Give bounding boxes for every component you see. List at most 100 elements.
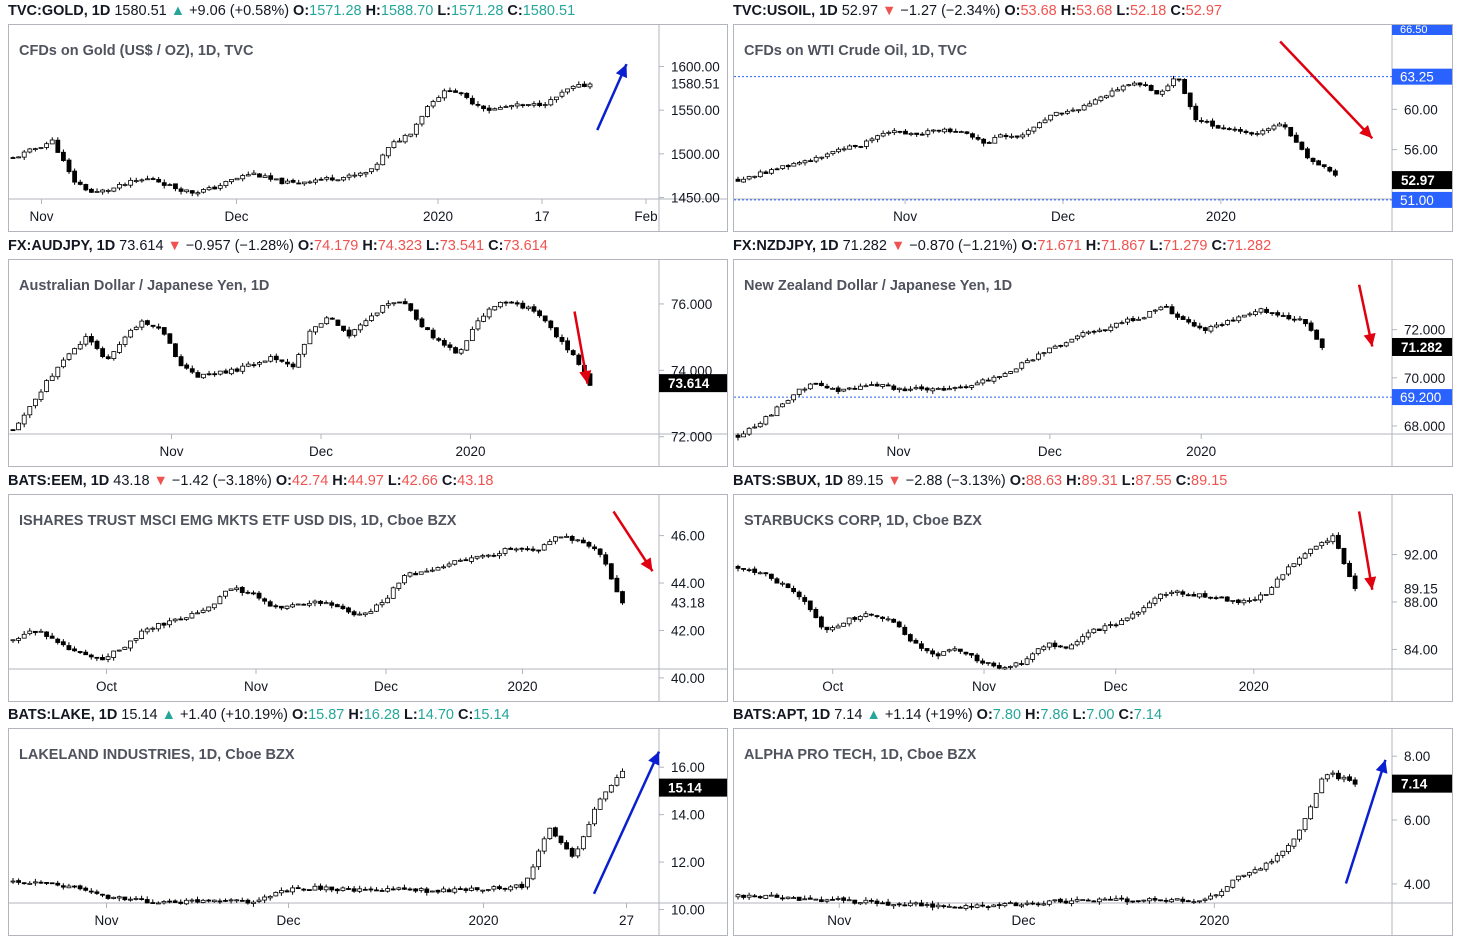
chart-svg[interactable]: CFDs on WTI Crude Oil, 1D, TVC 60.00 56.00… — [734, 24, 1452, 231]
candle-body — [757, 896, 763, 899]
candle-body — [1247, 600, 1252, 602]
chart-svg[interactable]: Australian Dollar / Japanese Yen, 1D 76.0… — [9, 260, 727, 466]
change-arrow-icon: ▲ — [866, 707, 881, 723]
candle-body — [924, 387, 930, 391]
candle-body — [841, 622, 847, 627]
chart-svg[interactable]: STARBUCKS CORP, 1D, Cboe BZX 92.00 88.00 84… — [734, 495, 1452, 701]
candle-body — [620, 591, 625, 604]
candle-body — [985, 379, 991, 382]
candle-body — [324, 177, 330, 180]
chart-panel-7[interactable]: BATS:APT, 1D 7.14 ▲ +1.14 (+19%) O:7.80 H:7.86… — [733, 704, 1453, 939]
level-price-tag — [1392, 68, 1452, 85]
chart-svg[interactable]: ISHARES TRUST MSCI EMG MKTS ETF USD DIS,… — [9, 495, 727, 701]
candle-body — [752, 568, 758, 573]
candle-body — [1263, 862, 1269, 870]
candle-body — [447, 344, 453, 348]
last-price: 43.18 — [113, 473, 150, 489]
chart-area[interactable]: STARBUCKS CORP, 1D, Cboe BZX 92.00 88.00 84… — [733, 494, 1453, 702]
candle-body — [122, 336, 128, 345]
candle-body — [195, 192, 201, 195]
chart-area[interactable]: LAKELAND INDUSTRIES, 1D, Cboe BZX 16.00 14… — [8, 728, 728, 936]
ohlc-key: H: — [362, 238, 378, 254]
candle-body — [83, 184, 89, 191]
candle-body — [497, 553, 502, 557]
chart-area[interactable]: New Zealand Dollar / Japanese Yen, 1D 72.… — [733, 259, 1453, 467]
candle-body — [974, 382, 980, 386]
chart-panel-5[interactable]: BATS:SBUX, 1D 89.15 ▼ −2.88 (−3.13%) O:88.63 H… — [733, 470, 1453, 705]
candle-body — [808, 160, 813, 163]
candle-body — [608, 563, 614, 580]
ohlc-h-value: 71.867 — [1101, 238, 1146, 254]
candle-body — [379, 890, 385, 892]
level-price-label: 63.25 — [1400, 70, 1434, 85]
chart-panel-1[interactable]: TVC:USOIL, 1D 52.97 ▼ −1.27 (−2.34%) O:53.68 H… — [733, 0, 1453, 235]
candle-body — [503, 301, 509, 304]
ohlc-key: H: — [1085, 238, 1102, 254]
candle-body — [958, 386, 963, 389]
chart-area[interactable]: ALPHA PRO TECH, 1D, Cboe BZX 8.00 6.00 4.00… — [733, 728, 1453, 936]
candle-body — [10, 429, 16, 432]
candle-body — [329, 317, 335, 320]
trend-arrow-head-icon — [640, 557, 653, 572]
chart-area[interactable]: Australian Dollar / Japanese Yen, 1D 76.0… — [8, 259, 728, 467]
candle-body — [1330, 535, 1336, 543]
candle-body — [44, 631, 49, 637]
x-tick-label: Dec — [1012, 913, 1036, 928]
ohlc-key: L: — [1116, 3, 1131, 19]
candle-body — [374, 604, 379, 612]
candle-body — [1347, 562, 1352, 578]
candle-body — [10, 880, 16, 883]
candle-body — [1131, 82, 1137, 86]
candle-body — [1091, 330, 1097, 333]
last-price-label: 15.14 — [668, 781, 702, 796]
chart-area[interactable]: CFDs on WTI Crude Oil, 1D, TVC 60.00 56.00… — [733, 24, 1453, 232]
x-tick-label: 2020 — [468, 913, 498, 928]
candle-body — [741, 178, 746, 183]
candle-body — [774, 578, 780, 584]
candle-body — [273, 891, 279, 897]
chart-area[interactable]: ISHARES TRUST MSCI EMG MKTS ETF USD DIS,… — [8, 494, 728, 702]
chart-svg[interactable]: ALPHA PRO TECH, 1D, Cboe BZX 8.00 6.00 4.00… — [734, 729, 1452, 935]
candle-body — [1176, 78, 1182, 81]
chart-svg[interactable]: New Zealand Dollar / Japanese Yen, 1D 72.… — [734, 260, 1452, 466]
candle-body — [402, 134, 408, 143]
candle-body — [211, 603, 217, 609]
candle-body — [391, 141, 397, 148]
chart-svg[interactable]: CFDs on Gold (US$ / OZ), 1D, TVC 1600.00 1… — [9, 25, 727, 231]
chart-area[interactable]: CFDs on Gold (US$ / OZ), 1D, TVC 1600.00 1… — [8, 24, 728, 232]
candle-body — [296, 182, 302, 185]
chart-panel-4[interactable]: BATS:EEM, 1D 43.18 ▼ −1.42 (−3.18%) O:42.74 H:… — [8, 470, 728, 705]
level-price-tag — [1392, 389, 1452, 406]
candle-body — [279, 605, 284, 609]
candle-body — [1048, 114, 1054, 121]
candle-body — [457, 888, 463, 890]
candle-body — [1269, 312, 1275, 314]
candle-body — [295, 603, 301, 606]
candle-body — [576, 84, 582, 88]
chart-panel-6[interactable]: BATS:LAKE, 1D 15.14 ▲ +1.40 (+10.19%) O:15.87… — [8, 704, 728, 939]
chart-panel-2[interactable]: FX:AUDJPY, 1D 73.614 ▼ −0.957 (−1.28%) O:74.1… — [8, 235, 728, 470]
candle-body — [902, 626, 908, 635]
candle-body — [597, 548, 603, 555]
candle-body — [1164, 305, 1169, 308]
candle-body — [234, 368, 240, 372]
candle-body — [1002, 373, 1008, 377]
candle-body — [796, 591, 802, 598]
candle-body — [785, 164, 791, 168]
candle-body — [1321, 164, 1327, 167]
chart-panel-0[interactable]: TVC:GOLD, 1D 1580.51 ▲ +9.06 (+0.58%) O:1571.… — [8, 0, 728, 235]
candle-body — [335, 319, 341, 326]
chart-svg[interactable]: LAKELAND INDUSTRIES, 1D, Cboe BZX 16.00 14… — [9, 729, 727, 935]
candle-body — [1096, 628, 1102, 631]
trend-arrow-head-icon — [648, 751, 660, 766]
chart-panel-3[interactable]: FX:NZDJPY, 1D 71.282 ▼ −0.870 (−1.21%) O:71.6… — [733, 235, 1453, 470]
candle-body — [284, 605, 290, 609]
candle-body — [780, 897, 785, 900]
candle-body — [552, 536, 558, 542]
candle-body — [780, 403, 785, 408]
chart-title: Australian Dollar / Japanese Yen, 1D — [19, 278, 269, 294]
candle-body — [774, 168, 780, 171]
candle-body — [603, 554, 609, 565]
candle-body — [27, 630, 33, 635]
ohlc-key: C: — [507, 3, 523, 19]
